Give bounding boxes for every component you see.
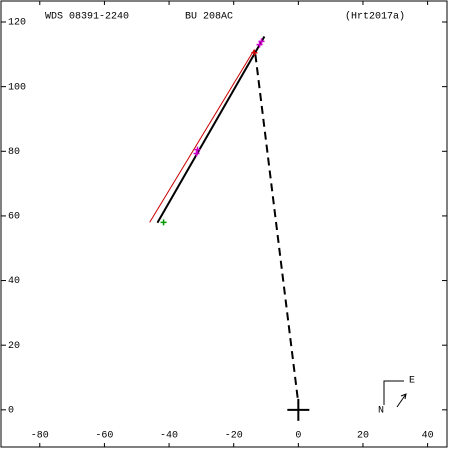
observation xyxy=(193,150,200,157)
observation xyxy=(251,49,258,56)
y-tick-label: 40 xyxy=(8,276,20,287)
y-tick-label: 100 xyxy=(8,82,26,93)
x-tick-label: 0 xyxy=(295,431,301,442)
orbit-line xyxy=(156,36,266,224)
orbit-line xyxy=(149,49,255,223)
observation xyxy=(256,41,263,48)
x-tick-label: -60 xyxy=(95,431,113,442)
y-tick-label: 120 xyxy=(8,18,26,29)
x-tick-label: -20 xyxy=(225,431,243,442)
compass-arrow xyxy=(396,393,407,408)
compass-north: N xyxy=(378,406,384,417)
x-tick-label: -40 xyxy=(160,431,178,442)
observation xyxy=(258,38,265,45)
compass-arrowhead xyxy=(400,393,407,400)
x-tick-label: 20 xyxy=(357,431,369,442)
x-tick-label: -80 xyxy=(31,431,49,442)
header-left: WDS 08391-2240 xyxy=(45,12,129,23)
y-tick-label: 80 xyxy=(8,147,20,158)
observation xyxy=(160,219,167,226)
header-center: BU 208AC xyxy=(185,12,233,23)
observation xyxy=(194,146,201,153)
y-tick-label: 60 xyxy=(8,212,20,223)
y-tick-label: 0 xyxy=(8,405,14,416)
compass-arms xyxy=(383,380,404,405)
x-tick-label: 40 xyxy=(422,431,434,442)
y-tick-label: 20 xyxy=(8,341,20,352)
orbit-line xyxy=(254,54,300,404)
header-right: (Hrt2017a) xyxy=(345,11,405,23)
compass: N E xyxy=(378,376,415,417)
compass-east: E xyxy=(409,376,415,387)
